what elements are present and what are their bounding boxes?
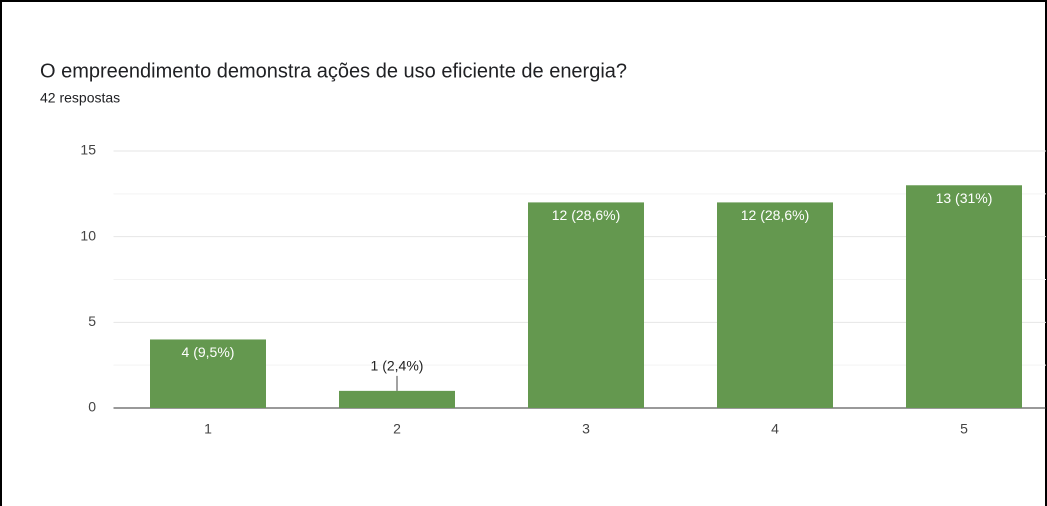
bar — [339, 390, 455, 408]
x-tick-label: 1 — [204, 421, 212, 437]
x-tick-label: 4 — [771, 421, 779, 437]
data-label: 12 (28,6%) — [552, 207, 620, 223]
x-tick-label: 5 — [960, 421, 968, 437]
y-tick-label: 10 — [80, 227, 96, 243]
data-label: 1 (2,4%) — [371, 358, 424, 374]
bar — [717, 202, 833, 408]
bar — [150, 339, 266, 408]
bar — [528, 202, 644, 408]
y-tick-label: 15 — [80, 142, 96, 158]
data-label: 13 (31%) — [936, 190, 993, 206]
x-tick-label: 3 — [582, 421, 590, 437]
data-label: 12 (28,6%) — [741, 207, 809, 223]
x-tick-label: 2 — [393, 421, 401, 437]
y-tick-label: 5 — [88, 313, 96, 329]
y-tick-label: 0 — [88, 399, 96, 415]
data-label: 4 (9,5%) — [182, 344, 235, 360]
chart-subtitle: 42 respostas — [40, 90, 120, 106]
chart-title: O empreendimento demonstra ações de uso … — [40, 60, 627, 82]
bar — [906, 185, 1022, 408]
